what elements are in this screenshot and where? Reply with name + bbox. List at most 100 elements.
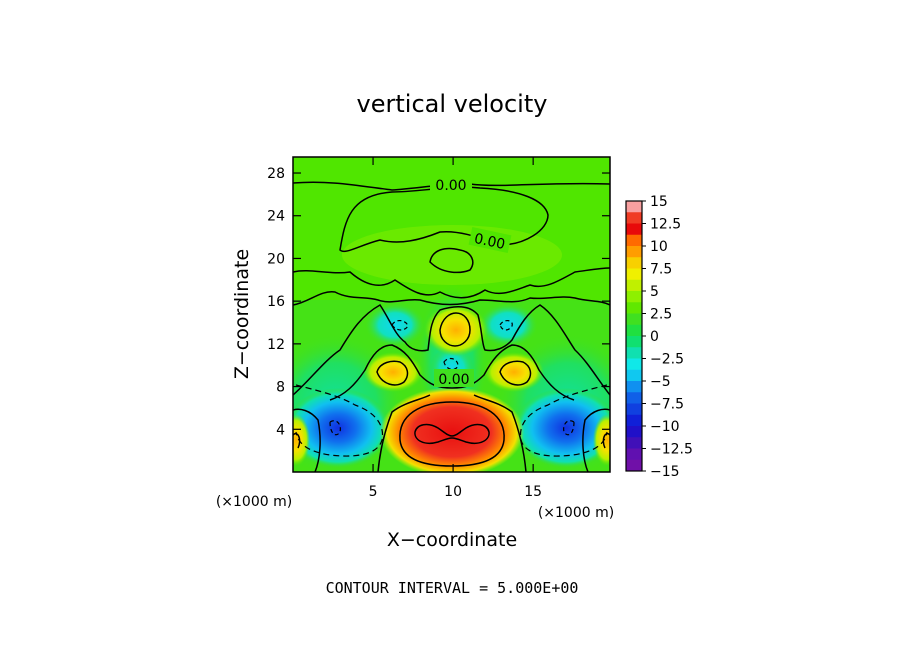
colorbar-segment-12 (626, 336, 642, 348)
contour-interval-footer: CONTOUR INTERVAL = 5.000E+00 (326, 579, 579, 597)
colorbar-segment-1 (626, 212, 642, 224)
contour-right-core-dashed (563, 420, 575, 436)
right-edge-yellow (593, 414, 610, 466)
upper-yellow-green-band (342, 225, 562, 285)
y-tick-label-12: 12 (267, 337, 285, 353)
contour-label-bg-2 (468, 227, 512, 253)
plot-frame (292, 156, 611, 473)
x-axis-unit-left: (×1000 m) (216, 494, 292, 510)
colorbar-tick-label-8: −5 (650, 374, 671, 390)
colorbar-segment-6 (626, 268, 642, 281)
colorbar-segment-3 (626, 234, 642, 247)
contour-right-mid-updraft (499, 360, 532, 386)
y-tick-label-28: 28 (267, 166, 285, 182)
colorbar-tick-label-9: −7.5 (650, 397, 684, 413)
colorbar-tick-label-12: −15 (650, 464, 680, 480)
colorbar-segment-21 (626, 437, 642, 449)
x-axis-ticks: 5 10 15 (369, 157, 542, 500)
y-tick-label-8: 8 (276, 380, 285, 396)
colorbar-segment-4 (626, 246, 642, 258)
colorbar-segment-18 (626, 403, 642, 416)
colorbar-segment-13 (626, 347, 642, 359)
colorbar-segment-2 (626, 223, 642, 236)
x-axis-title: X−coordinate (387, 529, 517, 551)
colorbar-tick-label-11: −12.5 (650, 442, 693, 458)
colorbar-segment-7 (626, 279, 642, 292)
contour-upper-loop (429, 247, 474, 274)
y-tick-label-16: 16 (267, 294, 285, 310)
colorbar-tick-label-1: 12.5 (650, 217, 681, 233)
right-mid-updraft-fill (484, 352, 544, 392)
contour-label-3: 0.00 (438, 372, 469, 388)
colorbar-segment-11 (626, 324, 642, 337)
colorbar-segment-10 (626, 313, 642, 326)
left-downdraft-fill (293, 388, 390, 468)
chart-title: vertical velocity (357, 90, 548, 118)
contour-right-cyan-dashed (499, 320, 513, 331)
contour-left-core-dashed (329, 420, 341, 436)
colorbar-segment-5 (626, 257, 642, 269)
contour-right-lower (582, 408, 610, 472)
contour-updraft-inner (414, 423, 490, 444)
colorbar: 15 12.5 10 7.5 5 2.5 0 −2.5 −5 −7.5 −10 −12.5 −15 (625, 194, 693, 480)
contour-left-lower (293, 408, 321, 472)
contour-left-downdraft-dashed (295, 384, 384, 457)
y-tick-label-20: 20 (267, 251, 285, 267)
right-downdraft-fill (514, 388, 610, 468)
colorbar-tick-label-0: 15 (650, 194, 668, 210)
colorbar-segment-19 (626, 414, 642, 427)
contour-label-2: 0.00 (473, 231, 507, 253)
colorbar-tick-label-2: 10 (650, 239, 668, 255)
colorbar-tick-label-4: 5 (650, 284, 659, 300)
contour-label-bg-3 (434, 369, 474, 387)
contour-mid-jagged-2 (293, 291, 610, 306)
contour-labels: 0.00 0.00 0.00 (430, 175, 512, 388)
right-upper-cyan (478, 303, 538, 347)
colorbar-segment-22 (626, 448, 642, 461)
contour-label-1: 0.00 (435, 178, 466, 194)
colorbar-segment-8 (626, 291, 642, 303)
colorbar-tick-label-10: −10 (650, 419, 680, 435)
x-tick-label-5: 5 (369, 484, 378, 500)
left-edge-yellow (293, 414, 310, 466)
contour-mid-jagged (293, 267, 610, 299)
colorbar-tick-label-3: 7.5 (650, 262, 672, 278)
contour-central-column-right (473, 394, 527, 472)
y-tick-label-4: 4 (276, 422, 285, 438)
colorbar-tick-label-6: 0 (650, 329, 659, 345)
contour-upper-zero (339, 186, 549, 252)
contour-updraft-outer (399, 401, 505, 467)
y-axis-title: Z−coordinate (231, 249, 253, 379)
left-mid-updraft-fill (363, 352, 423, 392)
upper-updraft-fill (424, 304, 488, 356)
y-tick-label-24: 24 (267, 209, 285, 225)
x-axis-unit-right: (×1000 m) (538, 505, 614, 521)
contour-right-downdraft-dashed (519, 384, 608, 457)
contour-lines (293, 181, 610, 472)
x-tick-label-15: 15 (524, 484, 542, 500)
colorbar-segment-20 (626, 426, 642, 438)
contour-upper-updraft (439, 312, 471, 347)
contour-inner-column (329, 344, 575, 401)
colorbar-segment-16 (626, 381, 642, 393)
contour-center-cyan-dashed (443, 357, 459, 371)
colorbar-segment-17 (626, 392, 642, 404)
contour-left-column (293, 304, 610, 396)
contour-label-bg-1 (430, 175, 472, 193)
central-updraft-fill (380, 387, 524, 472)
colorbar-tick-label-5: 2.5 (650, 307, 672, 323)
left-upper-cyan (365, 303, 425, 347)
x-tick-label-10: 10 (444, 484, 462, 500)
colorbar-tick-label-7: −2.5 (650, 352, 684, 368)
colorbar-segment-14 (626, 358, 642, 371)
contour-left-mid-updraft (376, 360, 409, 386)
y-axis-ticks: 4 8 12 16 20 24 28 (267, 166, 610, 438)
contour-edge-left (293, 433, 301, 449)
plot-area: 0.00 0.00 0.00 (293, 157, 610, 472)
contour-central-column-left (377, 394, 431, 472)
contour-edge-right (602, 433, 610, 449)
colorbar-segment-9 (626, 302, 642, 314)
colorbar-segment-15 (626, 369, 642, 382)
colorbar-segment-23 (626, 459, 642, 472)
